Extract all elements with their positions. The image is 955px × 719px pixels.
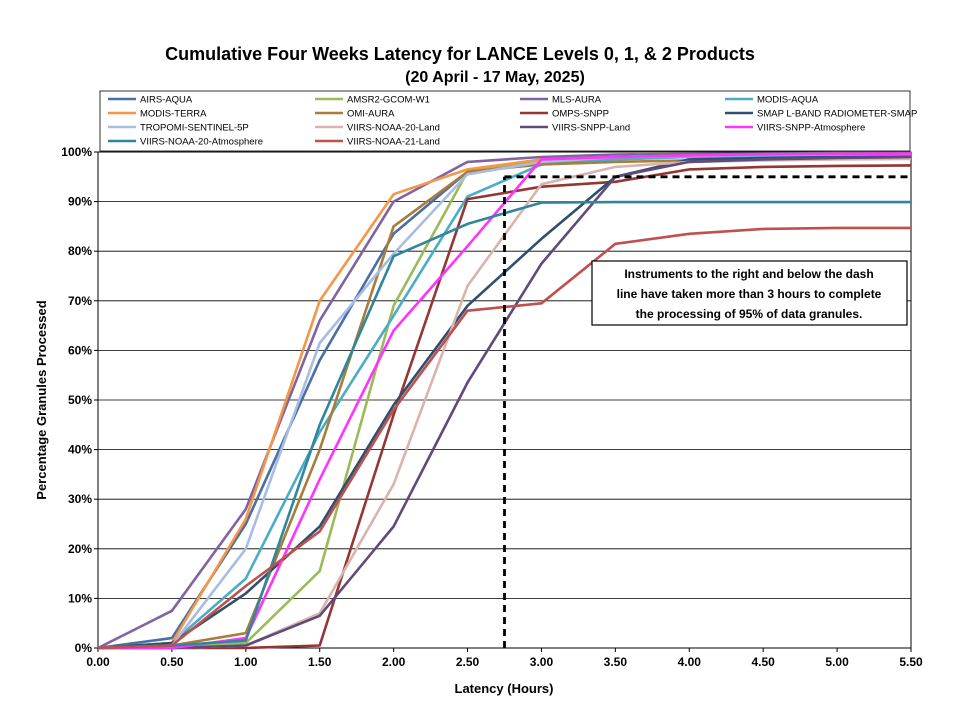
legend-item: VIIRS-SNPP-Land <box>520 123 630 134</box>
x-tick-label: 1.50 <box>308 655 332 669</box>
legend-label: SMAP L-BAND RADIOMETER-SMAP <box>757 109 917 120</box>
legend: AIRS-AQUA AMSR2-GCOM-W1 MLS-AURA MODIS-AQUA… <box>108 95 917 148</box>
legend-label: AMSR2-GCOM-W1 <box>347 95 430 106</box>
legend-item: AIRS-AQUA <box>108 95 193 106</box>
legend-label: MODIS-AQUA <box>757 95 819 106</box>
legend-item: OMI-AURA <box>315 109 395 120</box>
x-tick-label: 5.00 <box>825 655 849 669</box>
y-tick-label: 70% <box>68 294 92 308</box>
x-tick-label: 4.00 <box>678 655 702 669</box>
x-tick-label: 4.50 <box>752 655 776 669</box>
y-tick-label: 40% <box>68 443 92 457</box>
legend-item: VIIRS-NOAA-20-Land <box>315 123 440 134</box>
series-line-omps-snpp <box>98 164 912 650</box>
annotation-line-2: line have taken more than 3 hours to com… <box>617 287 882 301</box>
annotation-line-3: the processing of 95% of data granules. <box>636 307 863 321</box>
y-tick-label: 90% <box>68 195 92 209</box>
legend-label: AIRS-AQUA <box>140 95 193 106</box>
x-tick-label: 2.00 <box>382 655 406 669</box>
legend-item: VIIRS-NOAA-21-Land <box>315 137 440 148</box>
x-tick-label: 3.50 <box>604 655 628 669</box>
legend-label: VIIRS-NOAA-21-Land <box>347 137 440 148</box>
legend-label: MLS-AURA <box>552 95 602 106</box>
annotation-box <box>591 260 908 326</box>
legend-item: SMAP L-BAND RADIOMETER-SMAP <box>725 109 917 120</box>
x-tick-label: 2.50 <box>456 655 480 669</box>
legend-box <box>99 90 911 152</box>
legend-item: AMSR2-GCOM-W1 <box>315 95 430 106</box>
series-lines <box>97 151 912 650</box>
x-axis-label: Latency (Hours) <box>455 681 554 696</box>
y-tick-label: 50% <box>68 393 92 407</box>
legend-label: TROPOMI-SENTINEL-5P <box>140 123 249 134</box>
threshold-dash-line <box>503 175 911 648</box>
x-tick-label: 0.00 <box>86 655 110 669</box>
y-axis-ticks: 0% 10% 20% 30% 40% 50% 60% 70% 80% 90% 100% <box>61 145 98 655</box>
x-tick-label: 0.50 <box>160 655 184 669</box>
y-tick-label: 30% <box>68 492 92 506</box>
legend-label: OMI-AURA <box>347 109 395 120</box>
y-tick-label: 100% <box>61 145 92 159</box>
legend-label: VIIRS-NOAA-20-Land <box>347 123 440 134</box>
legend-item: OMPS-SNPP <box>520 109 609 120</box>
x-axis-ticks: 0.00 0.50 1.00 1.50 2.00 2.50 3.00 3.50 4.00 4.50… <box>86 648 923 669</box>
y-tick-label: 80% <box>68 244 92 258</box>
legend-label: VIIRS-SNPP-Atmosphere <box>757 123 865 134</box>
annotation-line-1: Instruments to the right and below the d… <box>624 267 873 281</box>
legend-label: VIIRS-NOAA-20-Atmosphere <box>140 137 263 148</box>
legend-item: MODIS-TERRA <box>108 109 207 120</box>
legend-item: MLS-AURA <box>520 95 602 106</box>
y-tick-label: 10% <box>68 591 92 605</box>
legend-label: MODIS-TERRA <box>140 109 207 120</box>
y-tick-label: 0% <box>75 641 93 655</box>
y-tick-label: 60% <box>68 343 92 357</box>
legend-item: VIIRS-NOAA-20-Atmosphere <box>108 137 263 148</box>
x-tick-label: 1.00 <box>234 655 258 669</box>
x-tick-label: 3.00 <box>530 655 554 669</box>
legend-label: OMPS-SNPP <box>552 109 609 120</box>
legend-item: MODIS-AQUA <box>725 95 819 106</box>
y-tick-label: 20% <box>68 542 92 556</box>
legend-label: VIIRS-SNPP-Land <box>552 123 630 134</box>
chart-subtitle: (20 April - 17 May, 2025) <box>405 69 585 86</box>
legend-item: TROPOMI-SENTINEL-5P <box>108 123 249 134</box>
y-axis-label: Percentage Granules Processed <box>34 300 49 499</box>
chart-title: Cumulative Four Weeks Latency for LANCE … <box>165 44 755 64</box>
x-tick-label: 5.50 <box>899 655 923 669</box>
legend-item: VIIRS-SNPP-Atmosphere <box>725 123 865 134</box>
